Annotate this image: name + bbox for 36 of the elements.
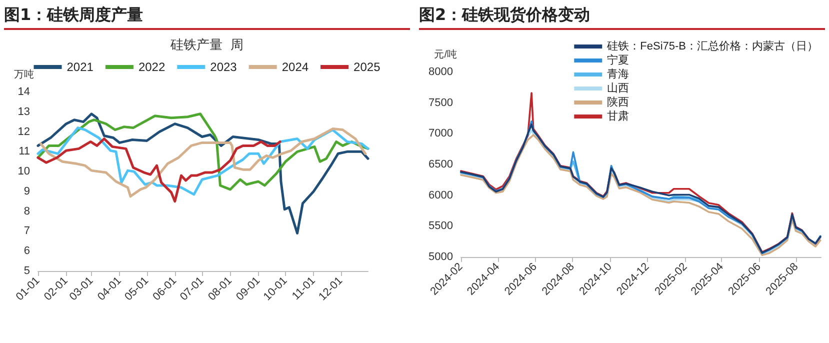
y-tick-label: 8 bbox=[24, 205, 30, 218]
legend-label: 宁夏 bbox=[607, 54, 630, 66]
y-tick-label: 11 bbox=[18, 146, 30, 158]
line-series bbox=[36, 137, 282, 203]
legend-label: 2021 bbox=[66, 60, 94, 74]
y-tick-label: 5000 bbox=[428, 251, 453, 263]
y-tick-label: 14 bbox=[18, 86, 30, 98]
y-tick-label: 7500 bbox=[428, 96, 453, 109]
y-tick-label: 12 bbox=[18, 126, 30, 138]
legend-label: 2022 bbox=[138, 60, 166, 74]
y-tick-label: 13 bbox=[18, 106, 30, 118]
y-tick-label: 6 bbox=[24, 245, 30, 258]
legend-label: 甘肃 bbox=[607, 110, 630, 122]
chart-subtitle: 硅铁产量 周 bbox=[169, 38, 244, 53]
legend-label: 青海 bbox=[607, 68, 630, 80]
y-tick-label: 9 bbox=[24, 185, 30, 198]
y-tick-label: 5500 bbox=[428, 220, 453, 232]
legend-label: 硅铁：FeSi75-B：汇总价格：内蒙古（日） bbox=[606, 40, 818, 52]
y-tick-label: 7 bbox=[24, 225, 30, 238]
legend-label: 2024 bbox=[282, 60, 309, 74]
y-tick-label: 8000 bbox=[428, 66, 453, 78]
y-axis-title: 万吨 bbox=[14, 68, 34, 80]
line-series bbox=[460, 92, 822, 253]
chart-title: 图2：硅铁现货价格变动 bbox=[419, 2, 825, 30]
y-tick-label: 6500 bbox=[428, 158, 453, 170]
chart-title: 图1：硅铁周度产量 bbox=[4, 2, 410, 30]
legend-label: 2023 bbox=[210, 60, 238, 74]
y-axis-title: 元/吨 bbox=[434, 48, 457, 60]
y-tick-label: 5 bbox=[24, 265, 30, 277]
legend-label: 2025 bbox=[354, 60, 381, 74]
legend-label: 山西 bbox=[607, 82, 630, 94]
y-tick-label: 7000 bbox=[428, 128, 453, 140]
legend-label: 陕西 bbox=[607, 96, 630, 108]
line-series bbox=[36, 112, 370, 234]
y-tick-label: 10 bbox=[18, 166, 30, 178]
y-tick-label: 6000 bbox=[428, 189, 453, 202]
